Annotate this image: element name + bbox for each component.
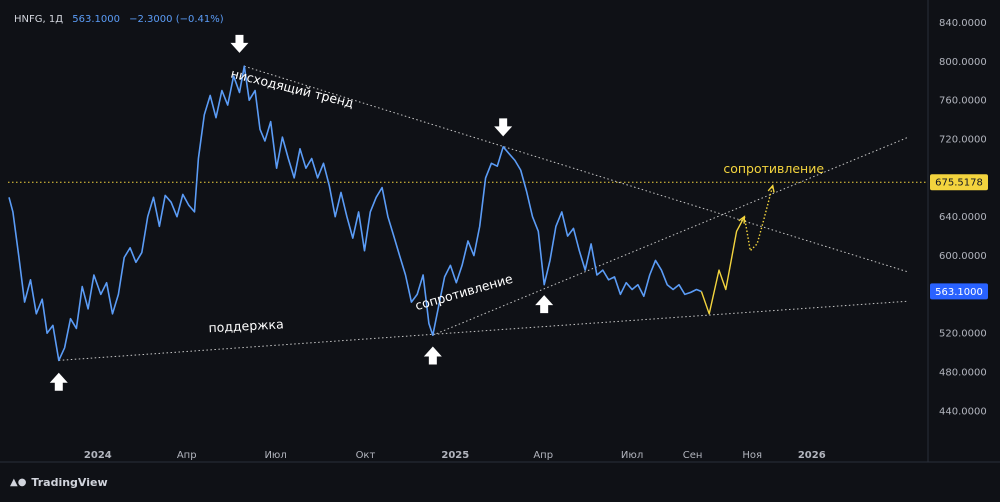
x-tick-label: Окт bbox=[356, 450, 376, 461]
symbol-legend: HNFG, 1Д 563.1000 −2.3000 (−0.41%) bbox=[14, 14, 224, 25]
arrow-down-icon bbox=[230, 34, 249, 53]
arrow-up-icon bbox=[49, 372, 68, 391]
resistance-rising-trendline bbox=[432, 136, 909, 336]
y-tick-label: 720.0000 bbox=[939, 135, 987, 146]
x-tick-label: Июл bbox=[264, 450, 286, 461]
symbol-name: HNFG, 1Д bbox=[14, 14, 64, 25]
x-tick-label: Сен bbox=[683, 450, 703, 461]
price-axis-label: 563.1000 bbox=[935, 287, 983, 298]
tradingview-logo[interactable]: ▲● TradingView bbox=[10, 476, 108, 489]
x-tick-label: Июл bbox=[621, 450, 643, 461]
y-tick-label: 480.0000 bbox=[939, 368, 987, 379]
x-tick-label: 2025 bbox=[441, 450, 469, 461]
forecast-arrowhead bbox=[738, 215, 746, 224]
y-tick-label: 840.0000 bbox=[939, 18, 987, 29]
y-tick-label: 440.0000 bbox=[939, 406, 987, 417]
forecast-solid-series-line bbox=[700, 216, 746, 315]
price-axis-label-box bbox=[930, 174, 988, 191]
forecast-arrowhead bbox=[767, 184, 775, 193]
last-price: 563.1000 bbox=[72, 14, 120, 25]
tradingview-icon: ▲● bbox=[10, 477, 27, 488]
price-axis-label-box bbox=[930, 283, 988, 300]
x-tick-label: Апр bbox=[533, 450, 553, 461]
arrow-up-icon bbox=[423, 346, 442, 365]
x-tick-label: 2026 bbox=[798, 450, 826, 461]
y-tick-label: 520.0000 bbox=[939, 329, 987, 340]
x-tick-label: 2024 bbox=[84, 450, 112, 461]
brand-name: TradingView bbox=[31, 476, 108, 489]
price-axis-label: 675.5178 bbox=[935, 178, 983, 189]
arrow-down-icon bbox=[494, 118, 513, 137]
x-tick-label: Апр bbox=[177, 450, 197, 461]
y-tick-label: 800.0000 bbox=[939, 57, 987, 68]
y-tick-label: 760.0000 bbox=[939, 96, 987, 107]
chart-annotation: поддержка bbox=[208, 316, 284, 335]
price-series-line bbox=[8, 65, 702, 362]
arrow-up-icon bbox=[535, 295, 554, 314]
chart-annotation: сопротивление bbox=[723, 161, 824, 176]
price-change: −2.3000 (−0.41%) bbox=[129, 14, 224, 25]
x-tick-label: Ноя bbox=[742, 450, 762, 461]
y-tick-label: 640.0000 bbox=[939, 212, 987, 223]
y-tick-label: 600.0000 bbox=[939, 251, 987, 262]
